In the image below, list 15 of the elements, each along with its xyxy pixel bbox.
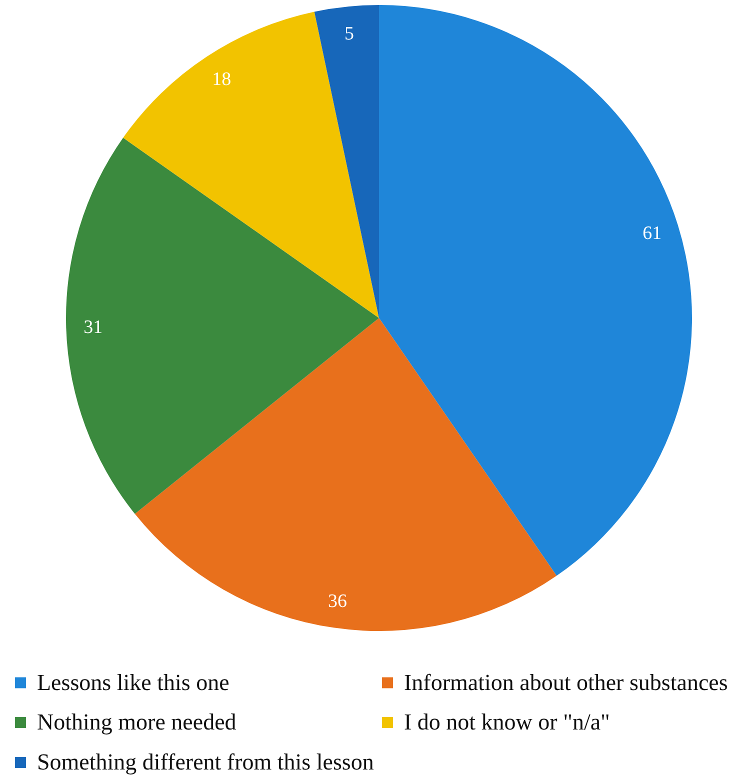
data-label: 61 — [642, 223, 662, 244]
pie-slice — [134, 318, 557, 631]
legend-label: Information about other substances — [404, 670, 728, 695]
pie-slice — [314, 5, 379, 318]
data-label: 5 — [344, 24, 354, 45]
legend-label: I do not know or "n/a" — [404, 710, 610, 734]
data-label: 31 — [84, 316, 103, 338]
pie-slice — [66, 138, 379, 514]
pie-slice — [123, 12, 379, 318]
pie-slice — [379, 5, 692, 576]
legend-label: Lessons like this one — [37, 670, 230, 695]
legend-label: Nothing more needed — [37, 710, 237, 734]
data-label: 36 — [328, 590, 347, 612]
data-label: 18 — [212, 69, 232, 90]
legend-label: Something different from this lesson — [37, 750, 374, 774]
